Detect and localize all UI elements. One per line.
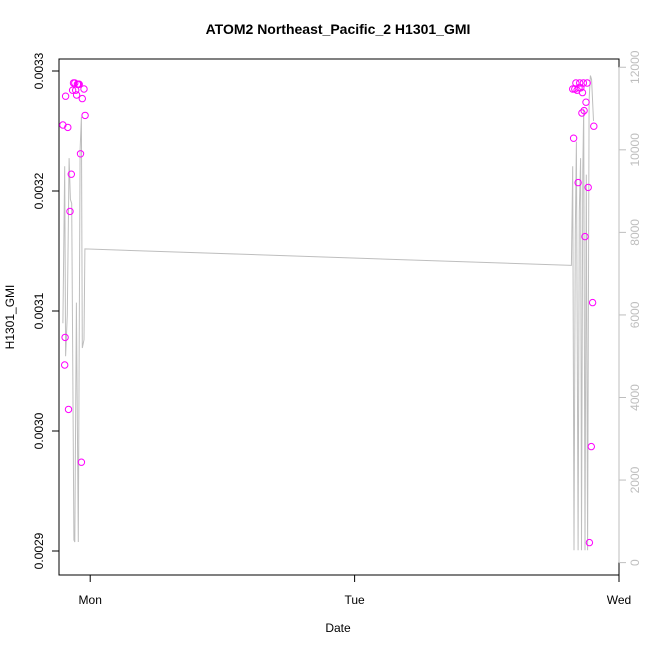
y-left-tick-label: 0.0031 <box>32 292 46 329</box>
series-line <box>62 75 594 551</box>
x-tick-label: Wed <box>607 593 631 607</box>
data-point <box>590 122 598 130</box>
data-point <box>588 298 597 307</box>
data-point <box>583 79 591 87</box>
data-point <box>584 183 592 192</box>
data-point <box>574 178 582 187</box>
data-point <box>578 88 587 97</box>
data-point <box>578 109 586 117</box>
y-left-tick-label: 0.0029 <box>32 532 46 569</box>
data-point <box>576 79 584 87</box>
y-right-tick-label: 2000 <box>628 466 642 493</box>
data-point <box>67 170 76 178</box>
data-point <box>81 111 89 120</box>
data-point <box>66 207 74 216</box>
data-point <box>61 92 70 100</box>
y-right-tick-label: 0 <box>628 559 642 566</box>
x-axis-label: Date <box>325 621 351 635</box>
data-point <box>585 538 594 547</box>
data-point <box>80 85 88 93</box>
series-layer <box>59 75 598 551</box>
data-point <box>72 91 81 99</box>
y-axis-left: 0.0029 0.0030 0.0031 0.0032 0.0033 <box>32 52 59 569</box>
data-point <box>582 98 590 106</box>
y-right-tick-label: 4000 <box>628 384 642 411</box>
data-point <box>61 333 69 342</box>
y-left-tick-label: 0.0030 <box>32 412 46 449</box>
y-axis-label: H1301_GMI <box>3 285 17 350</box>
x-axis: Mon Tue Wed <box>79 575 631 607</box>
y-axis-right: 0 2000 4000 6000 8000 10000 12000 <box>618 50 642 566</box>
data-point <box>77 458 86 466</box>
data-point <box>580 106 588 115</box>
x-tick-label: Tue <box>344 593 365 607</box>
data-point <box>579 79 588 87</box>
y-left-tick-label: 0.0032 <box>32 172 46 209</box>
data-point <box>581 232 589 241</box>
data-point <box>64 405 73 414</box>
data-point <box>75 80 83 88</box>
y-right-tick-label: 8000 <box>628 219 642 246</box>
y-right-tick-label: 6000 <box>628 301 642 328</box>
y-right-tick-label: 12000 <box>628 50 642 84</box>
data-point <box>64 123 72 132</box>
data-point <box>569 134 578 142</box>
data-point <box>76 150 85 158</box>
data-point <box>60 361 69 369</box>
x-tick-label: Mon <box>79 593 102 607</box>
data-point <box>78 94 87 103</box>
y-right-tick-label: 10000 <box>628 133 642 167</box>
data-point <box>68 86 77 94</box>
data-point <box>587 442 595 451</box>
chart-title: ATOM2 Northeast_Pacific_2 H1301_GMI <box>206 21 471 37</box>
y-left-tick-label: 0.0033 <box>32 52 46 89</box>
